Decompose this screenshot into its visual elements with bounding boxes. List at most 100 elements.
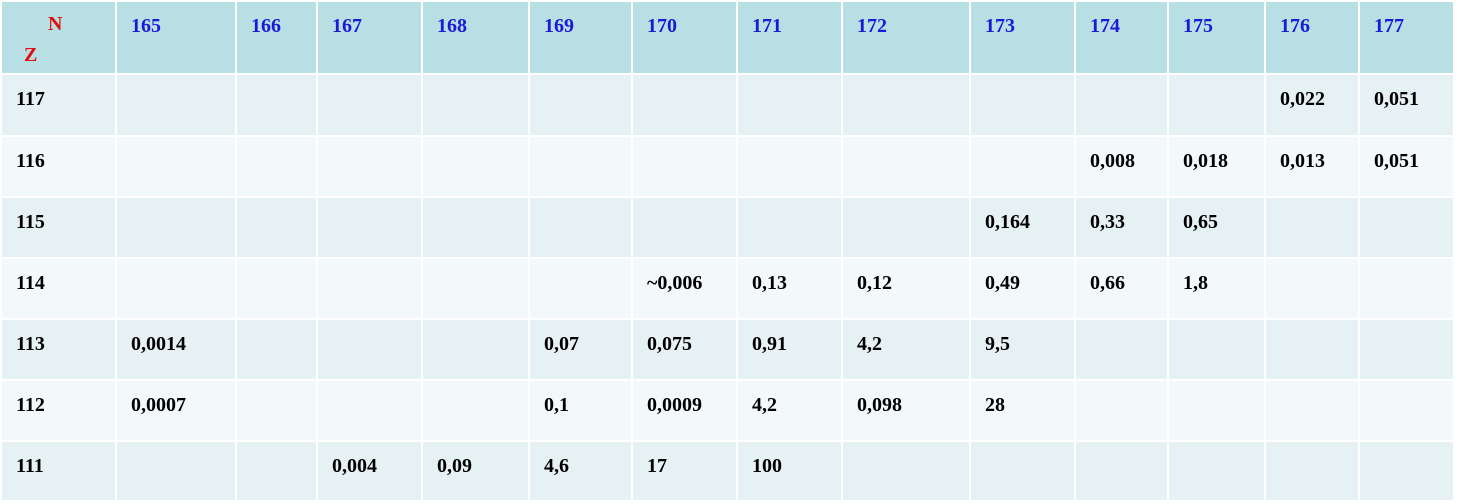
column-header: 174 [1076, 2, 1167, 73]
table-cell: 0,008 [1076, 137, 1167, 196]
table-cell [423, 320, 528, 379]
table-cell [1360, 198, 1453, 257]
table-cell [423, 137, 528, 196]
corner-n: N [48, 13, 63, 35]
table-cell: 0,0014 [117, 320, 235, 379]
table-cell [117, 137, 235, 196]
table-cell: 17 [633, 442, 736, 500]
table-cell [1169, 320, 1264, 379]
table-cell [318, 320, 421, 379]
row-header: 115 [2, 198, 115, 257]
table-cell: 4,2 [738, 381, 841, 440]
table-cell [318, 198, 421, 257]
table-cell: 28 [971, 381, 1074, 440]
column-header: 168 [423, 2, 528, 73]
table-cell [843, 75, 969, 135]
table-cell [318, 75, 421, 135]
table-cell: 0,12 [843, 259, 969, 318]
table-cell: 0,051 [1360, 137, 1453, 196]
table-cell [237, 137, 316, 196]
table-cell: 9,5 [971, 320, 1074, 379]
table-cell [1169, 381, 1264, 440]
table-cell: 0,1 [530, 381, 631, 440]
table-cell [633, 75, 736, 135]
table-cell: 100 [738, 442, 841, 500]
table-cell: 0,013 [1266, 137, 1358, 196]
table-cell [237, 381, 316, 440]
table-cell: 0,0009 [633, 381, 736, 440]
table-cell: 4,2 [843, 320, 969, 379]
table-cell [117, 442, 235, 500]
table-cell [1360, 442, 1453, 500]
table-cell: 0,098 [843, 381, 969, 440]
table-cell [237, 320, 316, 379]
table-cell [530, 137, 631, 196]
table-cell [237, 75, 316, 135]
table-cell [971, 137, 1074, 196]
table-cell: 0,13 [738, 259, 841, 318]
row-header: 111 [2, 442, 115, 500]
table-cell: 0,051 [1360, 75, 1453, 135]
table-cell [843, 137, 969, 196]
table-cell [1266, 198, 1358, 257]
table-cell: 0,91 [738, 320, 841, 379]
table-cell [971, 75, 1074, 135]
table-cell [117, 259, 235, 318]
table-cell [530, 259, 631, 318]
table-cell [237, 259, 316, 318]
column-header: 172 [843, 2, 969, 73]
table-cell [1169, 75, 1264, 135]
column-header: 165 [117, 2, 235, 73]
table-cell [738, 137, 841, 196]
table-cell: 0,164 [971, 198, 1074, 257]
table-cell [423, 198, 528, 257]
table-cell [530, 198, 631, 257]
table-cell [117, 198, 235, 257]
table-cell: 0,09 [423, 442, 528, 500]
table-cell [1076, 442, 1167, 500]
table-cell [530, 75, 631, 135]
row-header: 114 [2, 259, 115, 318]
table-cell [1266, 320, 1358, 379]
table-cell [423, 75, 528, 135]
table-cell [1266, 381, 1358, 440]
column-header: 177 [1360, 2, 1453, 73]
column-header: 171 [738, 2, 841, 73]
table-cell: 0,49 [971, 259, 1074, 318]
column-header: 175 [1169, 2, 1264, 73]
table-cell [423, 381, 528, 440]
table-cell [318, 137, 421, 196]
table-cell [318, 259, 421, 318]
table-cell [1360, 381, 1453, 440]
table-cell: 0,0007 [117, 381, 235, 440]
column-header: 166 [237, 2, 316, 73]
row-header: 112 [2, 381, 115, 440]
column-header: 169 [530, 2, 631, 73]
table-cell: 0,022 [1266, 75, 1358, 135]
table-cell [1360, 320, 1453, 379]
table-cell [423, 259, 528, 318]
row-header: 116 [2, 137, 115, 196]
column-header: 170 [633, 2, 736, 73]
table-cell: 0,33 [1076, 198, 1167, 257]
column-header: 173 [971, 2, 1074, 73]
table-cell: 0,075 [633, 320, 736, 379]
table-cell [1266, 259, 1358, 318]
corner-z: Z [24, 44, 38, 66]
table-cell: ~0,006 [633, 259, 736, 318]
corner-cell: N Z [2, 2, 115, 73]
table-cell [117, 75, 235, 135]
table-cell [633, 198, 736, 257]
column-header: 176 [1266, 2, 1358, 73]
table-cell: 0,07 [530, 320, 631, 379]
table-cell [237, 442, 316, 500]
row-header: 113 [2, 320, 115, 379]
table-cell: 0,018 [1169, 137, 1264, 196]
table-cell [738, 75, 841, 135]
table-cell: 4,6 [530, 442, 631, 500]
table-cell: 1,8 [1169, 259, 1264, 318]
table-cell [1076, 75, 1167, 135]
table-cell [237, 198, 316, 257]
row-header: 117 [2, 75, 115, 135]
